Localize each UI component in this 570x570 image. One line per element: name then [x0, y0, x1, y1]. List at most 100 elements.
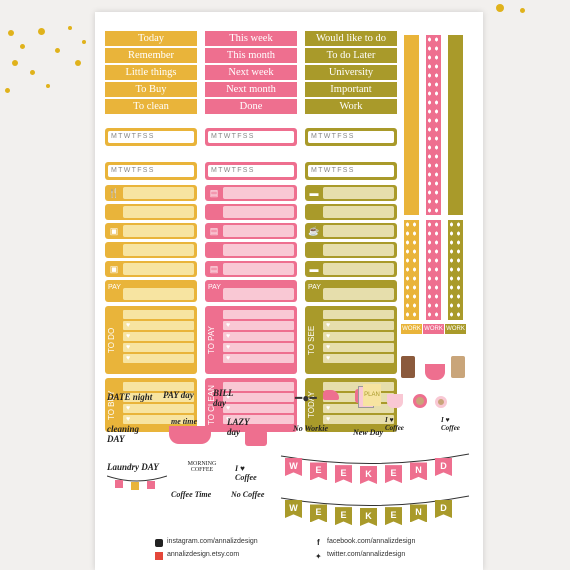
label-sticker[interactable]: Next week — [205, 65, 297, 80]
label-sticker[interactable]: Done — [205, 99, 297, 114]
weekend-flag-letter[interactable]: W — [285, 458, 302, 476]
label-sticker[interactable]: Important — [305, 82, 397, 97]
twitter-link[interactable]: twitter.com/annalizdesign — [327, 551, 406, 558]
checkbox-sticker[interactable] — [105, 242, 197, 258]
weekend-flag-letter[interactable]: D — [435, 458, 452, 476]
week-box[interactable]: MTWTFSS — [205, 118, 297, 146]
flag-sticker[interactable] — [426, 220, 441, 320]
week-box[interactable]: MTWTFSS — [105, 118, 197, 146]
weekend-flag-letter[interactable]: K — [360, 466, 377, 484]
me-time-sticker[interactable]: me time — [171, 417, 197, 426]
toclean-box[interactable]: TO CLEAN ♥ ♥ ♥ — [205, 378, 297, 432]
bill-day-sticker[interactable]: BILL day — [213, 388, 234, 408]
work-flag[interactable]: WORK — [445, 324, 466, 334]
weekend-flag-letter[interactable]: N — [410, 504, 427, 523]
tosee-box[interactable]: TO SEE ♥ ♥ ♥ ♥ — [305, 306, 397, 374]
flag-sticker[interactable] — [404, 35, 419, 215]
label-sticker[interactable]: To Buy — [105, 82, 197, 97]
weekend-flag-letter[interactable]: E — [335, 507, 352, 526]
weekend-flag-letter[interactable]: E — [385, 507, 402, 526]
label-sticker[interactable]: Next month — [205, 82, 297, 97]
i-love-coffee-sticker[interactable]: I ♥ Coffee — [441, 416, 460, 432]
label-sticker[interactable]: Today — [105, 31, 197, 46]
checkbox-sticker[interactable]: 🍴 — [105, 185, 197, 201]
week-box[interactable]: MTWTFSS — [105, 152, 197, 180]
coffee-cup-icon[interactable] — [401, 356, 415, 378]
topay-box[interactable]: TO PAY ♥ ♥ ♥ ♥ — [205, 306, 297, 374]
pay-sticker[interactable]: PAY — [305, 280, 397, 302]
instagram-link[interactable]: instagram.com/annalizdesign — [167, 538, 258, 545]
checkbox-sticker[interactable] — [305, 242, 397, 258]
label-sticker[interactable]: To clean — [105, 99, 197, 114]
week-box[interactable]: MTWTFSS — [205, 152, 297, 180]
shoe-icon[interactable] — [323, 390, 339, 400]
label-sticker[interactable]: This week — [205, 31, 297, 46]
work-flag[interactable]: WORK — [401, 324, 422, 334]
checkbox-sticker[interactable]: ▣ — [105, 261, 197, 277]
weekend-flag-letter[interactable]: D — [435, 500, 452, 518]
bathtub-icon[interactable] — [169, 426, 211, 444]
cleaning-day-sticker[interactable]: cleaning DAY — [107, 424, 140, 444]
checkbox-sticker[interactable]: ▣ — [105, 223, 197, 239]
weekend-flag-letter[interactable]: W — [285, 500, 302, 518]
weekend-flag-letter[interactable]: E — [310, 504, 327, 523]
no-coffee-sticker[interactable]: No Coffee — [231, 490, 265, 499]
weekend-flag-letter[interactable]: E — [310, 462, 327, 481]
week-box[interactable]: MTWTFSS — [305, 152, 397, 180]
i-love-coffee-sticker[interactable]: I ♥ Coffee — [385, 416, 404, 432]
donut-icon[interactable] — [435, 396, 447, 408]
cup-icon[interactable] — [387, 394, 403, 408]
label-sticker[interactable]: University — [305, 65, 397, 80]
facebook-icon: f — [317, 538, 320, 547]
weekend-flag-letter[interactable]: N — [410, 462, 427, 481]
checkbox-sticker[interactable] — [205, 204, 297, 220]
label-sticker[interactable]: Little things — [105, 65, 197, 80]
checkbox-sticker[interactable]: ▤ — [205, 223, 297, 239]
donut-icon[interactable] — [413, 394, 427, 408]
checkbox-sticker[interactable]: ▬ — [305, 261, 397, 277]
coffee-time-sticker[interactable]: Coffee Time — [171, 490, 212, 499]
facebook-link[interactable]: facebook.com/annalizdesign — [327, 538, 416, 545]
flag-sticker[interactable] — [448, 220, 463, 320]
checkbox-sticker[interactable] — [105, 204, 197, 220]
checkbox-sticker[interactable]: ▬ — [305, 185, 397, 201]
laundry-day-sticker[interactable]: Laundry DAY — [107, 462, 159, 472]
checkbox-sticker[interactable] — [305, 204, 397, 220]
mug-icon[interactable] — [425, 364, 445, 380]
checkbox-sticker[interactable] — [205, 242, 297, 258]
date-night-sticker[interactable]: DATE night — [107, 392, 153, 402]
pay-sticker[interactable]: PAY — [105, 280, 197, 302]
plan-notebook[interactable]: PLAN — [363, 384, 381, 406]
pay-day-sticker[interactable]: PAY day — [163, 390, 194, 400]
new-day-sticker[interactable]: New Day — [353, 428, 383, 437]
lazy-day-sticker[interactable]: LAZY day — [227, 417, 250, 437]
label-sticker[interactable]: Would like to do — [305, 31, 397, 46]
todo-box[interactable]: TO DO ♥ ♥ ♥ ♥ — [105, 306, 197, 374]
morning-coffee-sticker[interactable]: MORNING COFFEE — [187, 461, 217, 473]
dumbbell-icon[interactable]: ━●━ — [295, 391, 317, 405]
week-box[interactable]: MTWTFSS — [305, 118, 397, 146]
sofa-icon[interactable] — [245, 430, 267, 446]
flag-sticker[interactable] — [448, 35, 463, 215]
coffee-cup-icon[interactable] — [451, 356, 465, 378]
flag-sticker[interactable] — [404, 220, 419, 320]
tobuy-box[interactable]: TO BUY ♥ ♥ ♥ — [105, 378, 197, 432]
label-sticker[interactable]: To do Later — [305, 48, 397, 63]
no-workie-sticker[interactable]: No Workie — [293, 424, 329, 433]
flag-sticker[interactable] — [426, 35, 441, 215]
washer-icon: ▣ — [109, 264, 119, 274]
label-sticker[interactable]: Work — [305, 99, 397, 114]
checkbox-sticker[interactable]: ☕ — [305, 223, 397, 239]
work-flag[interactable]: WORK — [423, 324, 444, 334]
weekend-flag-letter[interactable]: E — [335, 465, 352, 484]
label-sticker[interactable]: This month — [205, 48, 297, 63]
weekend-flag-letter[interactable]: K — [360, 508, 377, 526]
checkbox-sticker[interactable]: ▤ — [205, 185, 297, 201]
checkbox-sticker[interactable]: ▤ — [205, 261, 297, 277]
i-love-coffee-sticker[interactable]: I ♥ Coffee — [235, 464, 257, 482]
label-sticker[interactable]: Remember — [105, 48, 197, 63]
clothesline-icon[interactable] — [107, 474, 167, 490]
weekend-flag-letter[interactable]: E — [385, 465, 402, 484]
etsy-link[interactable]: annalizdesign.etsy.com — [167, 551, 240, 558]
pay-sticker[interactable]: PAY — [205, 280, 297, 302]
